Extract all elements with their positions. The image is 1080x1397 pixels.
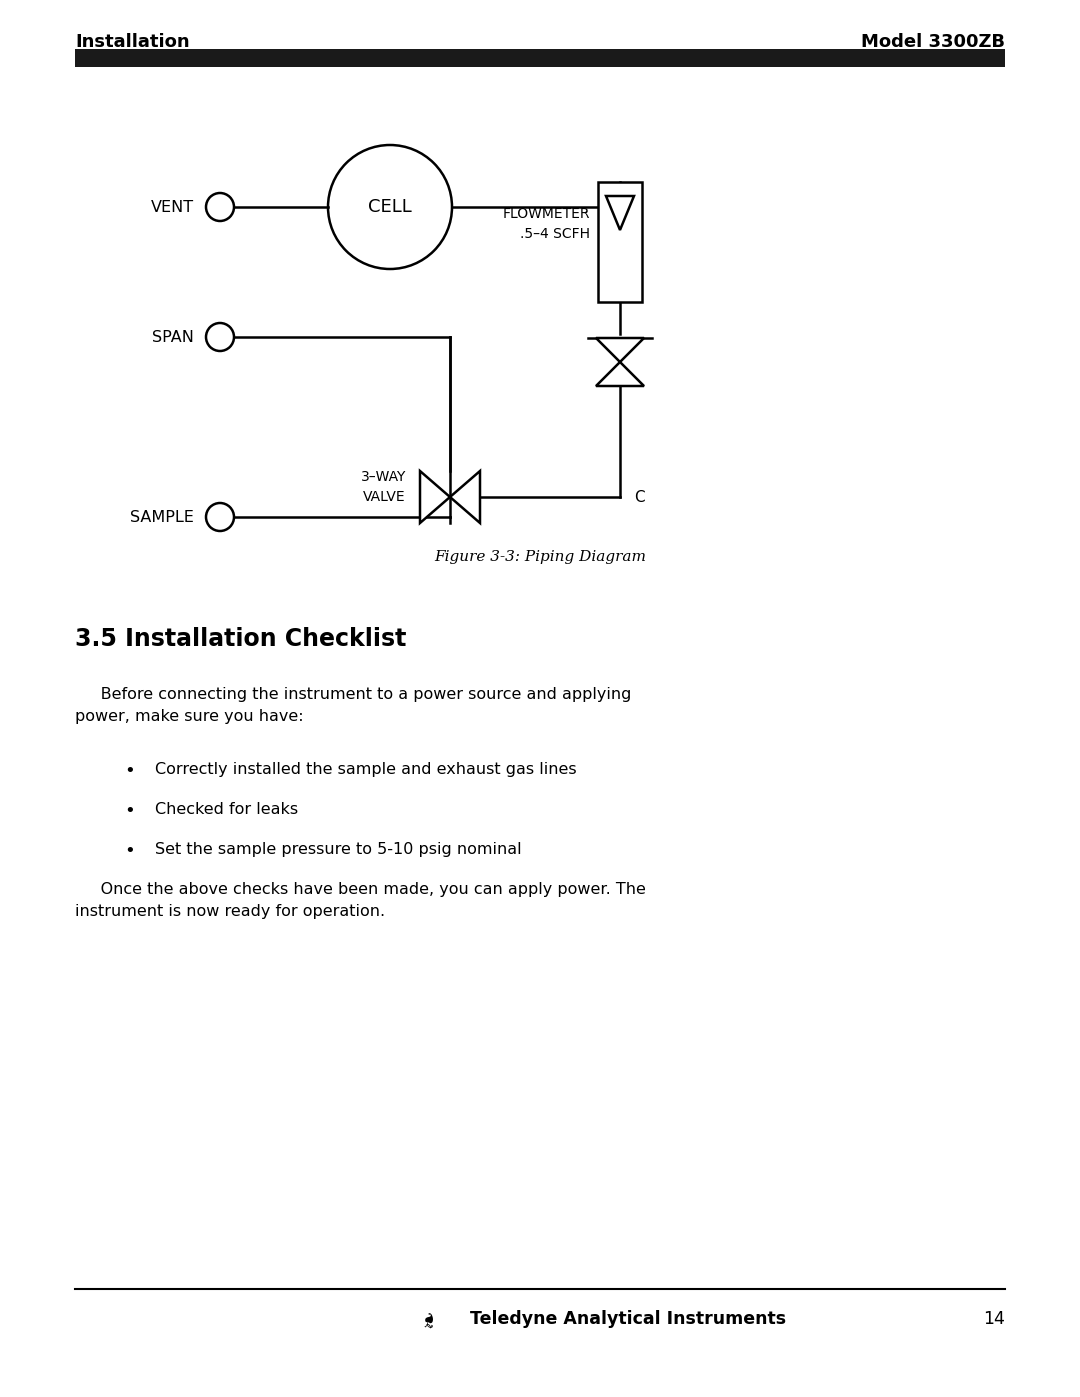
Text: •: • <box>124 802 135 820</box>
Text: Once the above checks have been made, you can apply power. The
instrument is now: Once the above checks have been made, yo… <box>75 882 646 919</box>
Polygon shape <box>596 338 644 362</box>
Text: FLOWMETER
.5–4 SCFH: FLOWMETER .5–4 SCFH <box>502 207 590 240</box>
Text: •: • <box>124 761 135 780</box>
Text: Before connecting the instrument to a power source and applying
power, make sure: Before connecting the instrument to a po… <box>75 687 632 724</box>
Text: SAMPLE: SAMPLE <box>130 510 194 524</box>
Text: ❧: ❧ <box>420 1310 440 1329</box>
Polygon shape <box>596 362 644 386</box>
Text: Installation: Installation <box>75 34 190 52</box>
Polygon shape <box>450 471 480 522</box>
Text: C: C <box>634 489 645 504</box>
Polygon shape <box>420 471 450 522</box>
Text: 14: 14 <box>983 1310 1005 1329</box>
Text: Figure 3-3: Piping Diagram: Figure 3-3: Piping Diagram <box>434 550 646 564</box>
Text: Model 3300ZB: Model 3300ZB <box>861 34 1005 52</box>
Text: Teledyne Analytical Instruments: Teledyne Analytical Instruments <box>470 1310 786 1329</box>
Text: VENT: VENT <box>151 200 194 215</box>
Text: Set the sample pressure to 5-10 psig nominal: Set the sample pressure to 5-10 psig nom… <box>156 842 522 856</box>
Text: •: • <box>124 842 135 861</box>
Text: Correctly installed the sample and exhaust gas lines: Correctly installed the sample and exhau… <box>156 761 577 777</box>
Text: Checked for leaks: Checked for leaks <box>156 802 298 817</box>
Text: SPAN: SPAN <box>152 330 194 345</box>
Bar <box>75 49 1005 67</box>
Text: CELL: CELL <box>368 198 411 217</box>
Bar <box>598 182 642 302</box>
Text: 3.5 Installation Checklist: 3.5 Installation Checklist <box>75 627 406 651</box>
Text: 3–WAY
VALVE: 3–WAY VALVE <box>361 471 406 504</box>
